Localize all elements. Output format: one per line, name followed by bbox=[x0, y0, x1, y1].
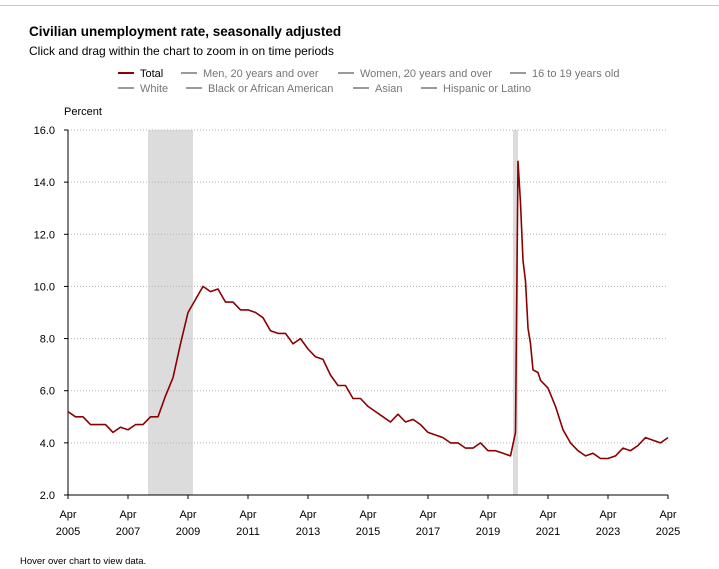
x-tick-month: Apr bbox=[419, 509, 436, 521]
legend-label: Asian bbox=[375, 83, 403, 95]
series-layer bbox=[67, 160, 669, 460]
x-tick-year: 2023 bbox=[596, 526, 620, 538]
legend-label: 16 to 19 years old bbox=[532, 68, 620, 80]
x-tick-month: Apr bbox=[359, 509, 376, 521]
y-axis-label: Percent bbox=[64, 106, 102, 118]
series-line-total bbox=[67, 160, 669, 460]
x-tick-month: Apr bbox=[239, 509, 256, 521]
x-tick-year: 2005 bbox=[56, 526, 80, 538]
legend-swatch bbox=[181, 72, 197, 75]
legend-item-hispanic[interactable]: Hispanic or Latino bbox=[421, 83, 531, 95]
legend-item-white[interactable]: White bbox=[118, 83, 168, 95]
legend-item-black[interactable]: Black or African American bbox=[186, 83, 333, 95]
recession-band bbox=[148, 130, 193, 495]
legend-swatch bbox=[421, 87, 437, 90]
legend-item-women-20-plus[interactable]: Women, 20 years and over bbox=[338, 68, 492, 80]
y-tick-label: 16.0 bbox=[34, 125, 55, 137]
x-tick-year: 2007 bbox=[116, 526, 140, 538]
x-tick-month: Apr bbox=[59, 509, 76, 521]
legend-swatch bbox=[118, 72, 134, 75]
x-tick-year: 2017 bbox=[416, 526, 440, 538]
y-tick-label: 6.0 bbox=[40, 386, 55, 398]
y-ticks: 2.0 4.0 6.0 8.0 10.0 12.0 14.0 16.0 bbox=[34, 125, 68, 502]
legend-item-asian[interactable]: Asian bbox=[353, 83, 403, 95]
legend-label: Total bbox=[140, 68, 164, 80]
x-tick-year: 2011 bbox=[236, 526, 260, 538]
x-tick-month: Apr bbox=[599, 509, 616, 521]
y-tick-label: 2.0 bbox=[40, 490, 55, 502]
x-tick-year: 2013 bbox=[296, 526, 320, 538]
y-tick-label: 10.0 bbox=[34, 281, 55, 293]
legend-swatch bbox=[353, 87, 369, 90]
y-tick-label: 8.0 bbox=[40, 334, 55, 346]
chart-subtitle: Click and drag within the chart to zoom … bbox=[29, 44, 334, 58]
legend-label: Hispanic or Latino bbox=[443, 83, 532, 95]
x-tick-month: Apr bbox=[659, 509, 676, 521]
x-tick-month: Apr bbox=[539, 509, 556, 521]
x-tick-year: 2009 bbox=[176, 526, 200, 538]
recession-band bbox=[513, 130, 518, 495]
x-tick-month: Apr bbox=[119, 509, 136, 521]
top-divider bbox=[0, 5, 719, 6]
recession-shading bbox=[148, 130, 518, 495]
footer-note: Hover over chart to view data. bbox=[20, 556, 147, 567]
x-tick-month: Apr bbox=[299, 509, 316, 521]
x-tick-year: 2019 bbox=[476, 526, 500, 538]
legend-label: Women, 20 years and over bbox=[360, 68, 492, 80]
legend-item-total[interactable]: Total bbox=[118, 68, 163, 80]
legend-label: Black or African American bbox=[208, 83, 334, 95]
legend-item-16-to-19[interactable]: 16 to 19 years old bbox=[510, 68, 619, 80]
y-tick-label: 4.0 bbox=[40, 438, 55, 450]
legend-swatch bbox=[338, 72, 354, 75]
grid-lines bbox=[68, 129, 668, 444]
legend-swatch bbox=[186, 87, 202, 90]
y-tick-label: 12.0 bbox=[34, 229, 55, 241]
x-tick-year: 2021 bbox=[536, 526, 560, 538]
legend-label: White bbox=[140, 83, 169, 95]
legend-swatch bbox=[118, 87, 134, 90]
x-ticks: Apr 2005 Apr 2007 Apr 2009 Apr 2011 Apr 2013 Apr 20… bbox=[56, 495, 680, 538]
legend-label: Men, 20 years and over bbox=[203, 68, 319, 80]
chart-title: Civilian unemployment rate, seasonally a… bbox=[29, 24, 342, 39]
x-tick-month: Apr bbox=[179, 509, 196, 521]
legend-item-men-20-plus[interactable]: Men, 20 years and over bbox=[181, 68, 319, 80]
legend-swatch bbox=[510, 72, 526, 75]
x-tick-month: Apr bbox=[479, 509, 496, 521]
x-tick-year: 2015 bbox=[356, 526, 380, 538]
y-tick-label: 14.0 bbox=[34, 177, 55, 189]
x-tick-year: 2025 bbox=[656, 526, 680, 538]
